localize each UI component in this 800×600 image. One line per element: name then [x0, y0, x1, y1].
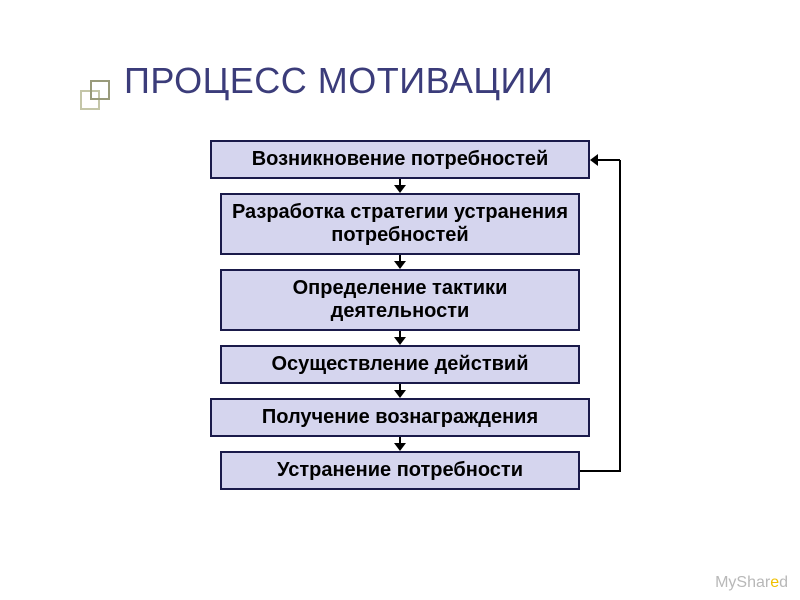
watermark-suffix: d	[779, 574, 788, 591]
flow-node-n2: Разработка стратегии устранения потребно…	[220, 193, 580, 255]
watermark-prefix: MyShar	[715, 574, 770, 591]
flow-node-n6: Устранение потребности	[220, 451, 580, 490]
flow-node-n1: Возникновение потребностей	[210, 140, 590, 179]
flow-node-n4: Осуществление действий	[220, 345, 580, 384]
watermark: MyShared	[715, 574, 788, 592]
slide-title-wrap: ПРОЦЕСС МОТИВАЦИИ	[80, 60, 553, 102]
flow-node-n3: Определение тактики деятельности	[220, 269, 580, 331]
watermark-accent: e	[770, 574, 779, 591]
title-bullet-icon	[80, 80, 108, 108]
flow-node-n5: Получение вознаграждения	[210, 398, 590, 437]
flowchart: Возникновение потребностей Разработка стр…	[190, 140, 610, 490]
slide-title: ПРОЦЕСС МОТИВАЦИИ	[124, 60, 553, 102]
